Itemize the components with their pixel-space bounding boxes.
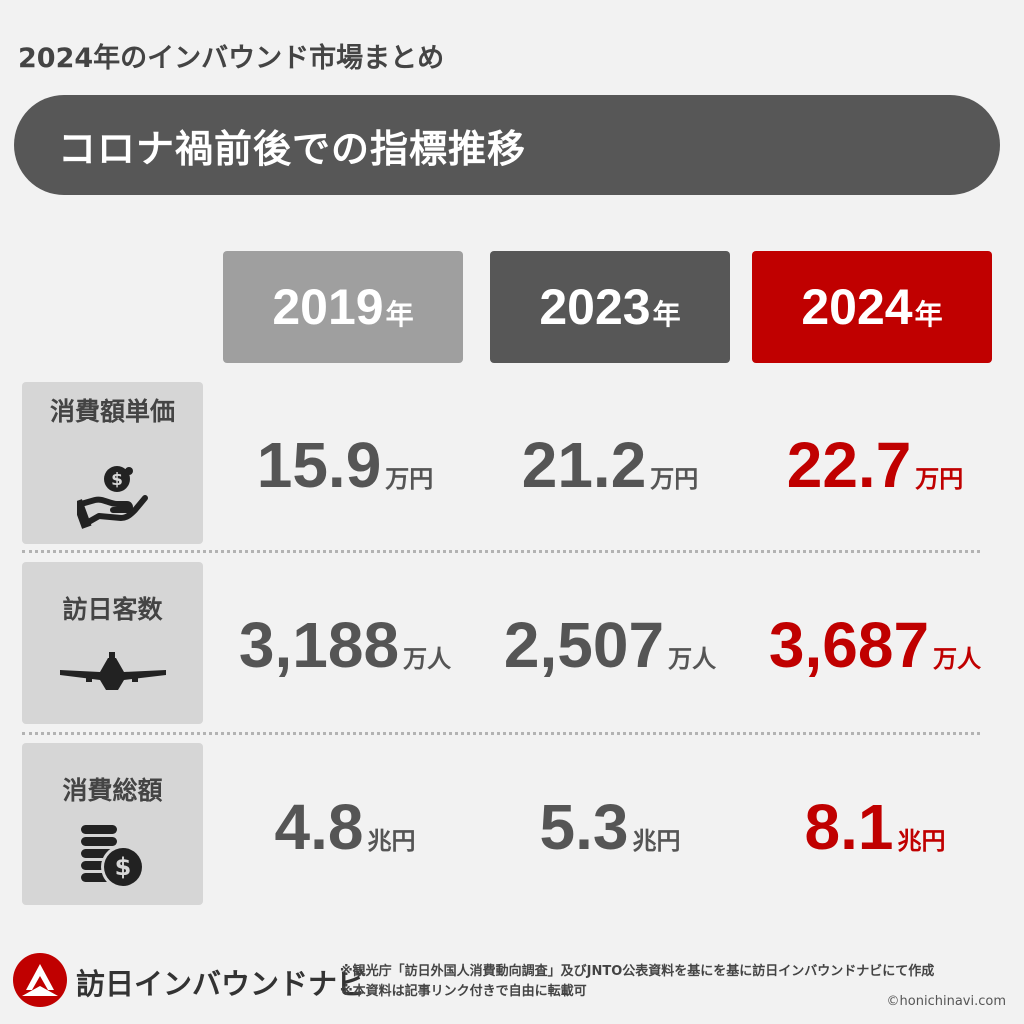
year-suffix: 年 — [385, 298, 414, 331]
year-suffix: 年 — [914, 298, 943, 331]
coin-stack-icon: $ — [80, 825, 145, 889]
row-label-visitors: 訪日客数 — [22, 562, 203, 724]
value-number: 4.8 — [274, 791, 364, 863]
value-spend-2019: 15.9 万円 — [210, 428, 480, 502]
value-total-2024: 8.1 兆円 — [740, 790, 1010, 864]
year-number: 2024 — [801, 279, 913, 335]
value-number: 8.1 — [804, 791, 894, 863]
value-total-2019: 4.8 兆円 — [210, 790, 480, 864]
value-unit: 万円 — [915, 465, 964, 493]
value-total-2023: 5.3 兆円 — [475, 790, 745, 864]
hand-coin-icon: $ — [76, 466, 148, 529]
airplane-icon — [59, 652, 166, 690]
value-visitors-2019: 3,188 万人 — [210, 608, 480, 682]
row-label-total-spend: 消費総額 $ — [22, 743, 203, 905]
svg-text:$: $ — [114, 853, 131, 881]
value-number: 22.7 — [786, 429, 912, 501]
source-note: ※観光庁「訪日外国人消費動向調査」及びJNTO公表資料を基にを基に訪日インバウン… — [340, 962, 1010, 1002]
value-number: 15.9 — [256, 429, 382, 501]
value-unit: 万人 — [933, 645, 982, 673]
row-label-text: 消費総額 — [62, 776, 163, 805]
value-unit: 兆円 — [632, 827, 681, 855]
value-number: 5.3 — [539, 791, 629, 863]
row-label-text: 訪日客数 — [62, 595, 163, 624]
value-number: 2,507 — [503, 609, 665, 681]
year-number: 2019 — [272, 279, 384, 335]
row-label-spend-per-person: 消費額単価 $ — [22, 382, 203, 544]
banner-title: コロナ禍前後での指標推移 — [58, 126, 527, 171]
year-header-2019: 2019 年 — [223, 251, 463, 363]
copyright: ©honichinavi.com — [886, 994, 1006, 1009]
value-unit: 万円 — [385, 465, 434, 493]
row-label-text: 消費額単価 — [49, 397, 175, 426]
year-suffix: 年 — [652, 298, 681, 331]
value-spend-2024: 22.7 万円 — [740, 428, 1010, 502]
value-unit: 万人 — [403, 645, 452, 673]
brand-name: 訪日インバウンドナビ — [76, 967, 367, 1001]
value-visitors-2024: 3,687 万人 — [740, 608, 1010, 682]
value-number: 21.2 — [521, 429, 647, 501]
year-header-2024: 2024 年 — [752, 251, 992, 363]
row-divider — [22, 732, 980, 735]
value-number: 3,687 — [768, 609, 930, 681]
section-banner: コロナ禍前後での指標推移 — [14, 95, 1000, 195]
value-number: 3,188 — [238, 609, 400, 681]
value-unit: 兆円 — [367, 827, 416, 855]
value-unit: 万円 — [650, 465, 699, 493]
year-number: 2023 — [539, 279, 651, 335]
value-visitors-2023: 2,507 万人 — [475, 608, 745, 682]
source-note-line: ※観光庁「訪日外国人消費動向調査」及びJNTO公表資料を基にを基に訪日インバウン… — [340, 964, 935, 979]
page-title: 2024年のインバウンド市場まとめ — [18, 43, 445, 74]
reprint-note-line: ※本資料は記事リンク付きで自由に転載可 — [340, 984, 587, 999]
year-header-2023: 2023 年 — [490, 251, 730, 363]
row-divider — [22, 550, 980, 553]
value-spend-2023: 21.2 万円 — [475, 428, 745, 502]
value-unit: 万人 — [668, 645, 717, 673]
value-unit: 兆円 — [897, 827, 946, 855]
brand-logo-icon — [13, 953, 67, 1007]
svg-text:$: $ — [111, 470, 123, 490]
